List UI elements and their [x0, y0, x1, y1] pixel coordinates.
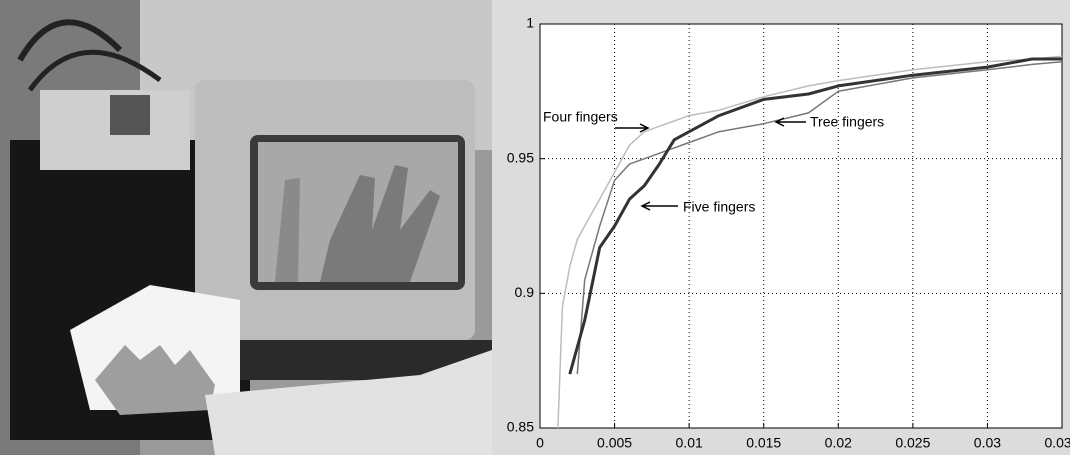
annotation: Five fingers — [683, 199, 755, 215]
x-tick-label: 0.035 — [1044, 435, 1070, 451]
x-tick-label: 0.01 — [676, 435, 703, 451]
x-tick-label: 0.015 — [746, 435, 781, 451]
y-tick-label: 0.9 — [515, 284, 535, 300]
x-tick-label: 0.02 — [825, 435, 852, 451]
x-tick-label: 0.03 — [974, 435, 1001, 451]
y-tick-label: 0.95 — [507, 149, 534, 165]
y-tick-label: 0.85 — [507, 419, 534, 435]
plot-area — [540, 24, 1062, 428]
x-tick-label: 0 — [536, 435, 544, 451]
photo — [0, 0, 492, 455]
annotation: Tree fingers — [810, 114, 884, 130]
x-tick-label: 0.025 — [895, 435, 930, 451]
y-tick-label: 1 — [526, 15, 534, 31]
page: 0.85 0.9 0.95 1 0 0.005 0.01 0.015 0.02 0.025 0.03… — [0, 0, 1070, 455]
x-tick-label: 0.005 — [597, 435, 632, 451]
annotation: Four fingers — [543, 109, 618, 125]
